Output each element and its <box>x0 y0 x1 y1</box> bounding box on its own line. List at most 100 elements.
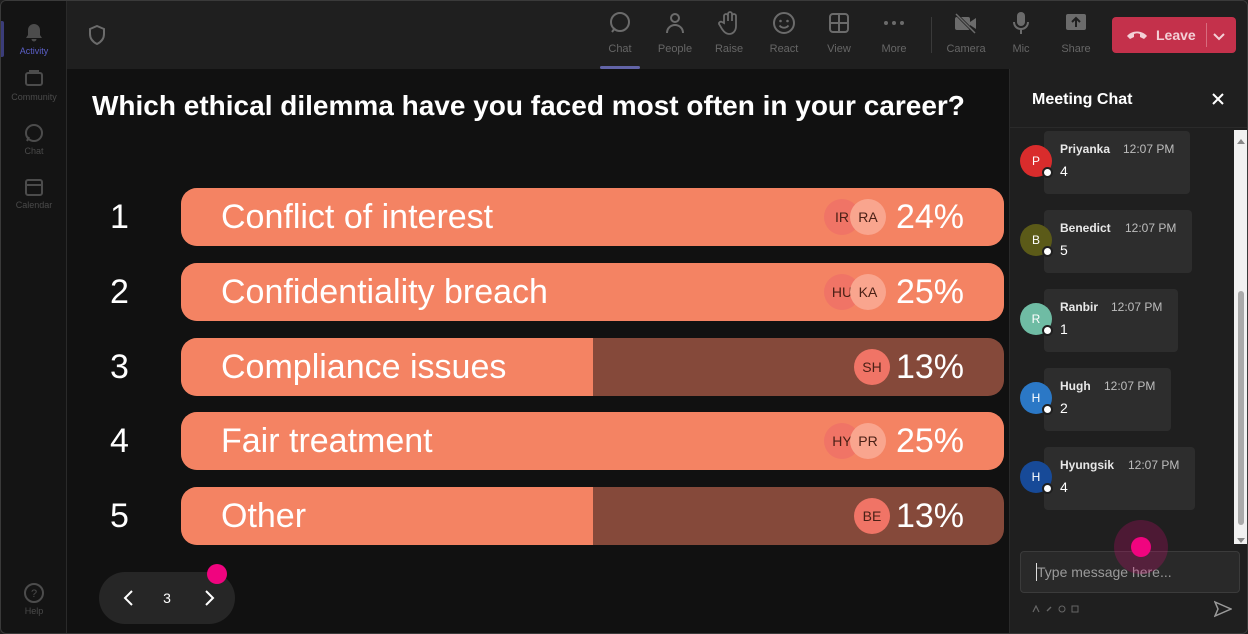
leave-button[interactable]: Leave <box>1112 17 1236 53</box>
avatar: B <box>1020 224 1053 257</box>
toolbar-button-label: Chat <box>608 43 632 55</box>
toolbar-view-button[interactable]: View <box>811 9 867 65</box>
meeting-toolbar: Chat People Raise React View <box>67 1 1247 69</box>
emoji-icon[interactable] <box>1058 605 1066 615</box>
meeting-chat-panel: Meeting Chat Priyanka 12:07 PM 4 P Benedict 1… <box>1009 69 1247 633</box>
rail-item-help[interactable]: ? Help <box>1 573 67 625</box>
toolbar-camera-button[interactable]: Camera <box>938 9 994 65</box>
voter-avatars: BE <box>854 498 890 534</box>
chevron-right-icon[interactable] <box>199 588 219 608</box>
leave-label: Leave <box>1156 27 1196 43</box>
attach-icon[interactable] <box>1045 605 1053 615</box>
toolbar-share-button[interactable]: Share <box>1048 9 1104 65</box>
message-time: 12:07 PM <box>1125 221 1177 235</box>
option-percent: 13% <box>895 348 964 386</box>
chat-message-input[interactable] <box>1020 551 1240 593</box>
help-icon: ? <box>23 582 45 603</box>
avatar: H <box>1020 382 1053 415</box>
toolbar-button-label: Mic <box>1012 43 1030 55</box>
option-bar-fill <box>181 338 593 396</box>
rail-item-chat[interactable]: Chat <box>1 113 67 165</box>
toolbar-button-label: View <box>827 43 851 55</box>
rail-item-calendar[interactable]: Calendar <box>1 167 67 219</box>
mic-icon <box>1012 9 1030 37</box>
pointer-dot <box>1131 537 1151 557</box>
toolbar-chat-button[interactable]: Chat <box>592 9 648 69</box>
poll-option[interactable]: 4 Fair treatment HY PR 25% <box>92 412 1004 470</box>
message-text: 1 <box>1060 321 1068 337</box>
avatar-initial: H <box>1031 391 1041 405</box>
svg-text:?: ? <box>31 588 37 600</box>
avatar: R <box>1020 303 1053 336</box>
gif-icon[interactable] <box>1071 605 1079 615</box>
status-indicator <box>1042 167 1053 178</box>
rail-item-label: Calendar <box>15 199 53 210</box>
status-indicator <box>1042 325 1053 336</box>
toolbar-button-label: Camera <box>946 43 986 55</box>
scroll-down-icon[interactable] <box>1236 532 1246 550</box>
poll-option[interactable]: 3 Compliance issues SH 13% <box>92 338 1004 396</box>
avatar: H <box>1020 461 1053 494</box>
voter-avatars: HY PR <box>824 423 886 459</box>
chevron-down-icon[interactable] <box>1212 29 1226 45</box>
chat-message[interactable]: Hugh 12:07 PM 2 H <box>1020 368 1171 432</box>
format-icon[interactable] <box>1032 604 1040 615</box>
message-time: 12:07 PM <box>1128 458 1180 472</box>
sender-name: Hyungsik <box>1060 458 1115 472</box>
chat-divider <box>1010 127 1247 128</box>
toolbar-raise-button[interactable]: Raise <box>701 9 757 65</box>
calendar-icon <box>23 177 45 197</box>
send-icon[interactable] <box>1213 600 1233 618</box>
chat-scrollbar-thumb[interactable] <box>1238 291 1244 525</box>
rail-item-label: Activity <box>19 45 49 56</box>
message-bubble: Hyungsik 12:07 PM 4 <box>1044 447 1195 510</box>
chat-icon <box>23 123 45 143</box>
rail-item-activity[interactable]: Activity <box>1 13 67 65</box>
sender-name: Priyanka <box>1060 142 1111 156</box>
toolbar-more-button[interactable]: More <box>866 9 922 65</box>
leave-divider <box>1206 23 1207 47</box>
poll-question: Which ethical dilemma have you faced mos… <box>92 90 965 121</box>
rail-item-label: Community <box>11 91 57 102</box>
chat-message[interactable]: Priyanka 12:07 PM 4 P <box>1020 131 1190 195</box>
scroll-up-icon[interactable] <box>1236 132 1246 150</box>
chat-message[interactable]: Hyungsik 12:07 PM 4 H <box>1020 447 1195 511</box>
rail-item-community[interactable]: Community <box>1 59 67 111</box>
toolbar-react-button[interactable]: React <box>756 9 812 65</box>
toolbar-button-label: Share <box>1061 43 1091 55</box>
more-icon <box>883 9 905 37</box>
sender-name: Ranbir <box>1060 300 1099 314</box>
poll-option[interactable]: 2 Confidentiality breach HU KA 25% <box>92 263 1004 321</box>
option-percent: 24% <box>895 198 964 236</box>
toolbar-mic-button[interactable]: Mic <box>993 9 1049 65</box>
rail-item-label: Help <box>24 605 44 616</box>
page-number: 3 <box>163 590 171 606</box>
option-bar: Conflict of interest IR RA 24% <box>181 188 1004 246</box>
option-percent: 25% <box>895 273 964 311</box>
close-icon[interactable] <box>1210 91 1226 107</box>
bell-icon <box>23 23 45 43</box>
toolbar-button-label: People <box>657 43 693 55</box>
message-bubble: Ranbir 12:07 PM 1 <box>1044 289 1178 352</box>
option-number: 4 <box>110 422 129 460</box>
message-text: 5 <box>1060 242 1068 258</box>
toolbar-people-button[interactable]: People <box>647 9 703 65</box>
message-bubble: Benedict 12:07 PM 5 <box>1044 210 1192 273</box>
message-text: 2 <box>1060 400 1068 416</box>
voter-avatar: RA <box>850 199 886 235</box>
voter-avatars: HU KA <box>824 274 886 310</box>
poll-option[interactable]: 5 Other BE 13% <box>92 487 1004 545</box>
avatar-initial: B <box>1031 233 1040 247</box>
avatar-initial: P <box>1031 154 1040 168</box>
status-indicator <box>1042 246 1053 257</box>
message-text: 4 <box>1060 479 1068 495</box>
poll-option[interactable]: 1 Conflict of interest IR RA 24% <box>92 188 1004 246</box>
toolbar-button-label: Raise <box>714 43 744 55</box>
rail-item-label: Chat <box>24 145 44 156</box>
chat-message[interactable]: Benedict 12:07 PM 5 B <box>1020 210 1192 274</box>
option-label: Conflict of interest <box>221 198 494 236</box>
chevron-left-icon[interactable] <box>119 588 139 608</box>
message-bubble: Hugh 12:07 PM 2 <box>1044 368 1171 431</box>
pointer-dot <box>207 564 227 584</box>
chat-message[interactable]: Ranbir 12:07 PM 1 R <box>1020 289 1178 353</box>
